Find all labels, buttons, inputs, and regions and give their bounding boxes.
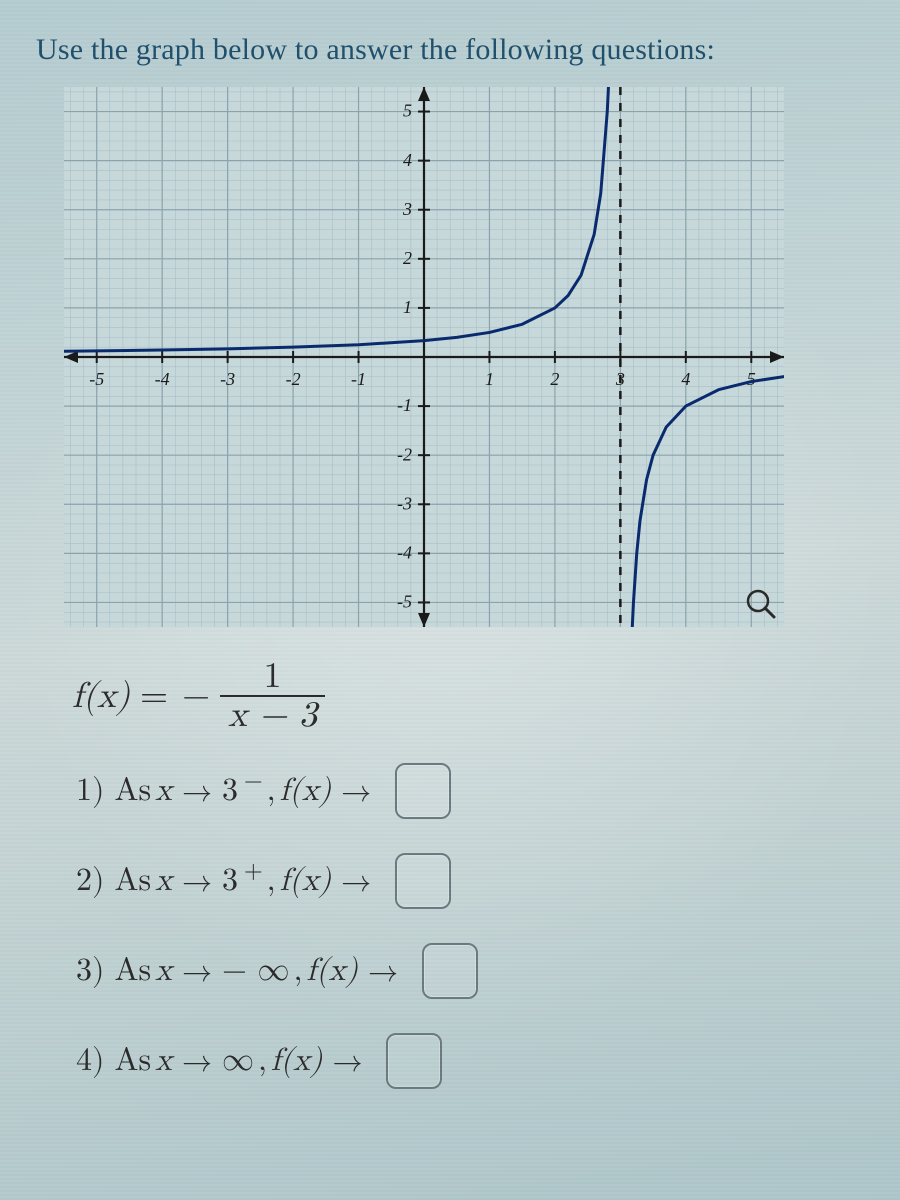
svg-text:5: 5 xyxy=(403,100,412,120)
question-text: As x→3+ , f(x)→ xyxy=(114,862,377,900)
question-text: As x→ − ∞, f(x)→ xyxy=(114,952,404,990)
svg-text:-1: -1 xyxy=(397,395,412,415)
function-graph: -5-4-3-2-11234554321-1-2-3-4-5 xyxy=(64,87,784,627)
svg-text:-3: -3 xyxy=(397,493,412,513)
question-row: 4) As x→∞, f(x)→ xyxy=(76,1033,870,1089)
question-text: As x→3− , f(x)→ xyxy=(114,772,377,810)
svg-text:1: 1 xyxy=(403,297,412,317)
function-formula: f(x) = − 1 x − 3 xyxy=(72,658,870,736)
svg-text:-4: -4 xyxy=(155,369,170,389)
formula-numerator: 1 xyxy=(256,658,290,696)
svg-text:-2: -2 xyxy=(286,369,301,389)
question-number: 3) xyxy=(76,952,104,990)
answer-input-box[interactable] xyxy=(422,943,478,999)
svg-text:-2: -2 xyxy=(397,444,412,464)
svg-text:-1: -1 xyxy=(351,369,366,389)
question-number: 4) xyxy=(76,1042,104,1080)
answer-input-box[interactable] xyxy=(386,1033,442,1089)
question-number: 1) xyxy=(76,772,104,810)
formula-equals: = xyxy=(140,675,168,718)
question-list: 1) As x→3− , f(x)→ 2) As x→3+ , f(x)→ 3) As x… xyxy=(76,763,870,1089)
graph-container: -5-4-3-2-11234554321-1-2-3-4-5 xyxy=(64,87,784,632)
formula-denominator: x − 3 xyxy=(220,697,325,735)
svg-text:4: 4 xyxy=(681,369,690,389)
formula-lhs: f(x) xyxy=(72,675,130,718)
question-row: 1) As x→3− , f(x)→ xyxy=(76,763,870,819)
prompt-text: Use the graph below to answer the follow… xyxy=(36,30,866,71)
svg-text:-4: -4 xyxy=(397,542,412,562)
svg-text:2: 2 xyxy=(403,247,412,267)
svg-text:-5: -5 xyxy=(89,369,104,389)
answer-input-box[interactable] xyxy=(395,853,451,909)
svg-text:5: 5 xyxy=(747,369,756,389)
worksheet-page: Use the graph below to answer the follow… xyxy=(0,0,900,1200)
svg-text:1: 1 xyxy=(485,369,494,389)
formula-fraction: 1 x − 3 xyxy=(220,658,325,736)
question-row: 3) As x→ − ∞, f(x)→ xyxy=(76,943,870,999)
svg-text:-5: -5 xyxy=(397,591,412,611)
question-text: As x→∞, f(x)→ xyxy=(114,1042,368,1080)
answer-input-box[interactable] xyxy=(395,763,451,819)
svg-text:3: 3 xyxy=(402,198,412,218)
question-number: 2) xyxy=(76,862,104,900)
question-row: 2) As x→3+ , f(x)→ xyxy=(76,853,870,909)
svg-text:4: 4 xyxy=(403,149,412,169)
svg-text:2: 2 xyxy=(550,369,559,389)
formula-negative: − xyxy=(182,675,210,718)
svg-text:-3: -3 xyxy=(220,369,235,389)
